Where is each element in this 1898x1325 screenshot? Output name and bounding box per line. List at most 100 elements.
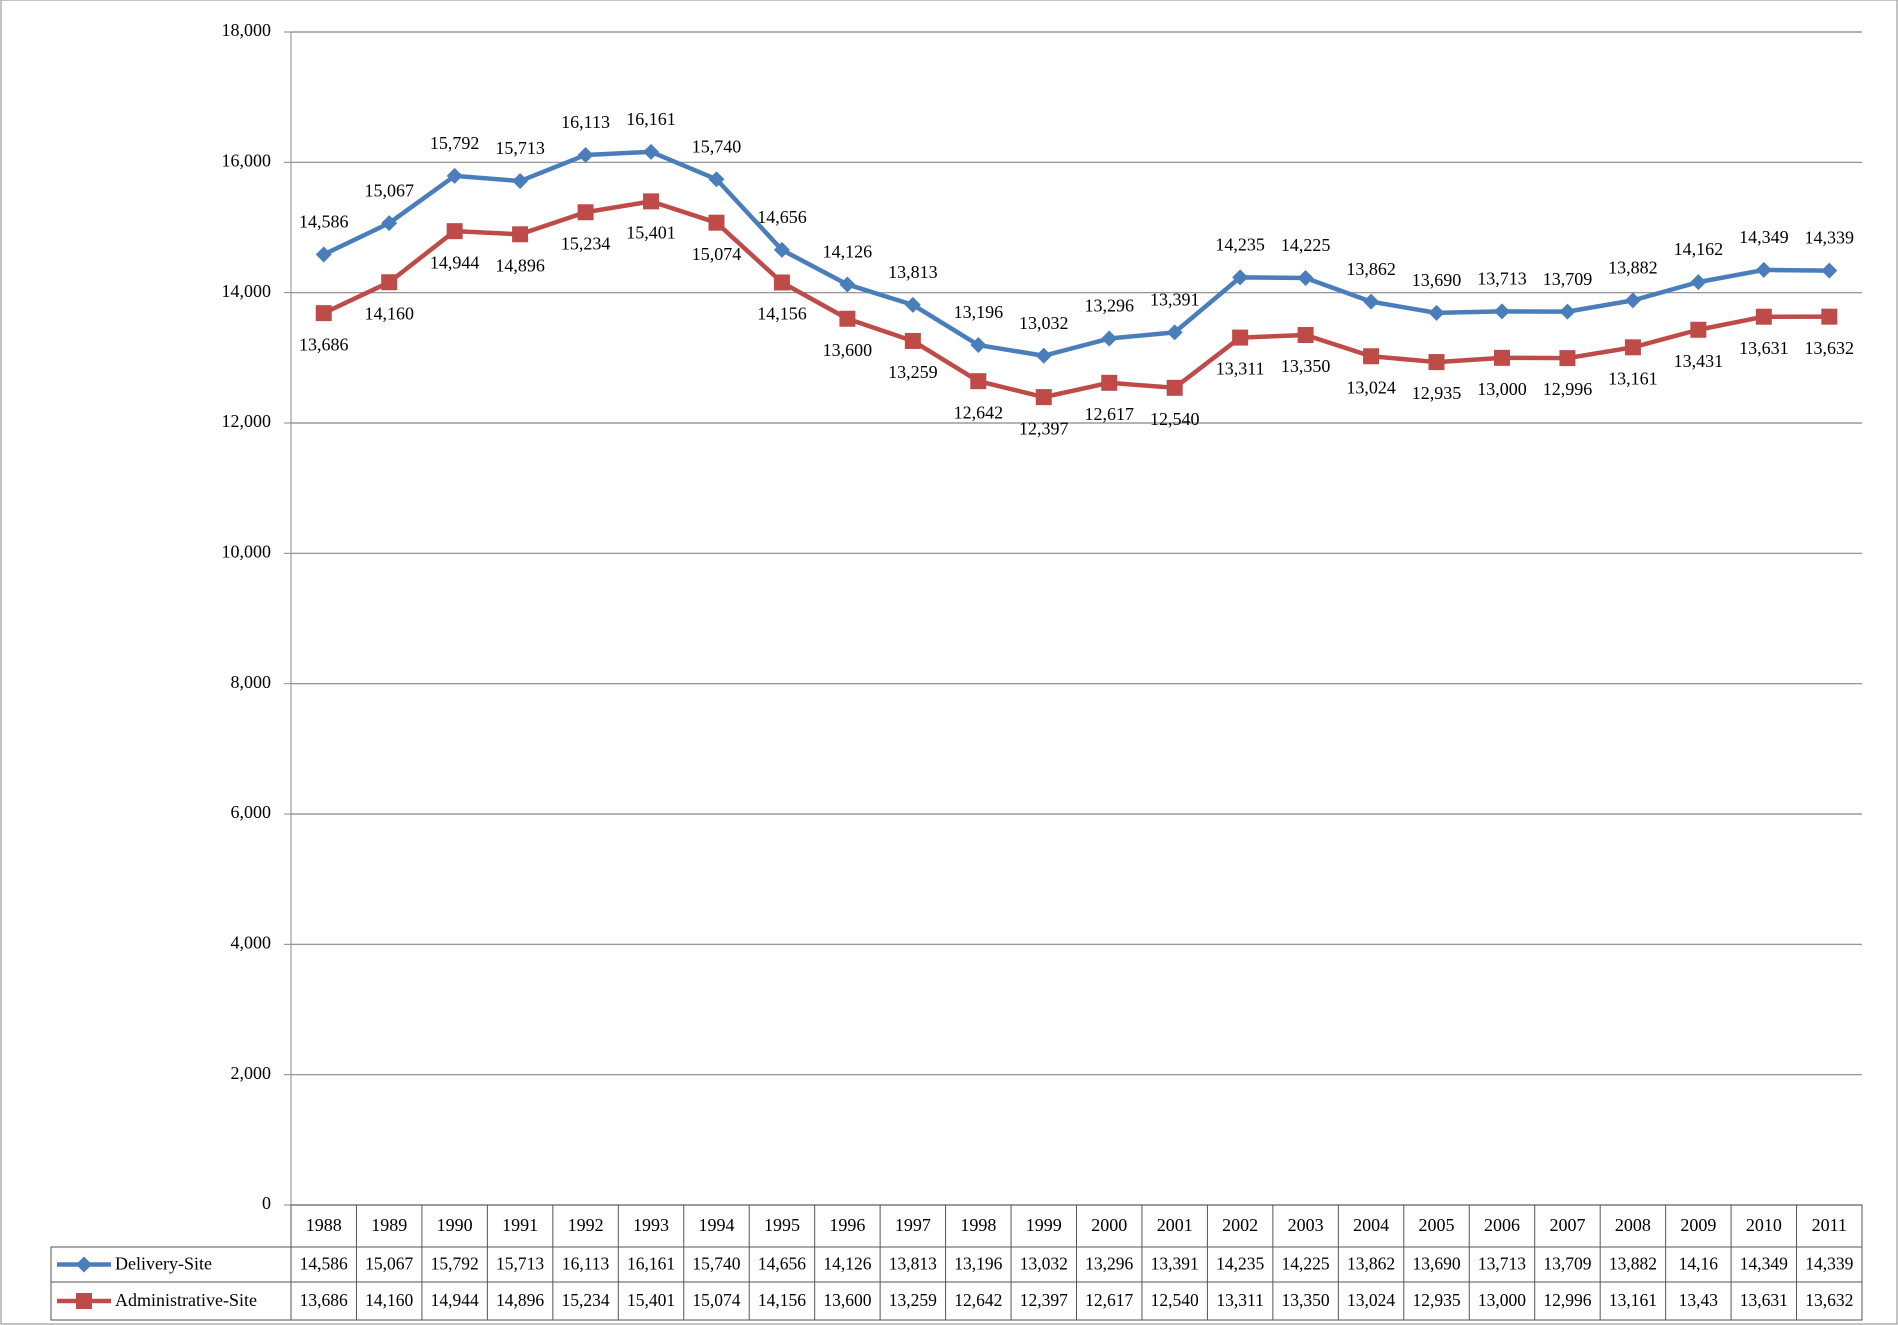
x-tick-label: 2007 (1549, 1215, 1585, 1235)
x-tick-label: 2003 (1288, 1215, 1324, 1235)
data-label: 12,617 (1084, 404, 1134, 424)
table-cell: 15,401 (627, 1290, 675, 1310)
table-cell: 14,944 (431, 1290, 479, 1310)
data-label: 12,397 (1019, 418, 1069, 438)
legend-label: Delivery-Site (115, 1254, 212, 1274)
point (970, 373, 987, 390)
point (1624, 339, 1641, 356)
point (1755, 261, 1772, 278)
table-cell: 12,935 (1412, 1290, 1460, 1310)
data-label: 14,349 (1739, 227, 1789, 247)
data-label: 12,996 (1543, 379, 1593, 399)
data-label: 14,586 (299, 212, 349, 232)
x-tick-label: 2000 (1091, 1215, 1127, 1235)
data-label: 15,401 (626, 222, 676, 242)
table-cell: 12,996 (1543, 1290, 1591, 1310)
point (1035, 389, 1052, 406)
point (381, 215, 398, 232)
point (315, 246, 332, 263)
x-tick-label: 1991 (502, 1215, 538, 1235)
table-cell: 13,000 (1478, 1290, 1526, 1310)
x-tick-label: 1989 (371, 1215, 407, 1235)
point (839, 276, 856, 293)
data-label: 13,350 (1281, 356, 1331, 376)
table-cell: 14,586 (300, 1254, 348, 1274)
table-cell: 13,296 (1085, 1254, 1133, 1274)
y-tick-label: 4,000 (231, 932, 272, 952)
point (773, 241, 790, 258)
legend-marker (76, 1256, 92, 1273)
table-cell: 13,686 (300, 1290, 348, 1310)
data-label: 13,391 (1150, 289, 1200, 309)
data-label: 12,540 (1150, 409, 1200, 429)
data-label: 13,024 (1346, 377, 1396, 397)
point (446, 223, 463, 240)
y-tick-label: 2,000 (231, 1063, 272, 1083)
data-label: 13,631 (1739, 338, 1789, 358)
data-label: 16,113 (561, 112, 610, 132)
point (1428, 304, 1445, 321)
data-label: 16,161 (626, 109, 676, 129)
point (643, 193, 660, 210)
table-cell: 13,600 (823, 1290, 871, 1310)
x-tick-label: 2006 (1484, 1215, 1520, 1235)
point (1101, 374, 1118, 391)
table-cell: 16,161 (627, 1254, 675, 1274)
point (512, 173, 529, 190)
table-cell: 13,259 (889, 1290, 937, 1310)
data-label: 14,162 (1674, 239, 1724, 259)
table-cell: 14,235 (1216, 1254, 1264, 1274)
data-label: 13,882 (1608, 257, 1658, 277)
x-tick-label: 1997 (895, 1215, 931, 1235)
point (1232, 329, 1249, 346)
data-label: 13,032 (1019, 313, 1069, 333)
data-label: 14,156 (757, 304, 807, 324)
table-cell: 14,896 (496, 1290, 544, 1310)
data-label: 13,632 (1805, 338, 1855, 358)
data-label: 14,339 (1805, 228, 1855, 248)
x-tick-label: 2010 (1746, 1215, 1782, 1235)
table-cell: 12,397 (1020, 1290, 1068, 1310)
table-cell: 13,862 (1347, 1254, 1395, 1274)
table-cell: 13,690 (1412, 1254, 1460, 1274)
point (1166, 379, 1183, 396)
point (1559, 350, 1576, 367)
point (446, 167, 463, 184)
x-tick-label: 2002 (1222, 1215, 1258, 1235)
x-tick-label: 1994 (698, 1215, 734, 1235)
x-tick-label: 1996 (829, 1215, 865, 1235)
point (512, 226, 529, 243)
point (643, 143, 660, 160)
point (1690, 274, 1707, 291)
point (577, 204, 594, 221)
data-label: 13,000 (1477, 379, 1527, 399)
table-cell: 13,43 (1679, 1290, 1719, 1310)
table-cell: 14,16 (1679, 1254, 1719, 1274)
data-label: 14,160 (364, 303, 414, 323)
y-tick-label: 8,000 (231, 672, 272, 692)
table-cell: 13,813 (889, 1254, 937, 1274)
point (839, 310, 856, 327)
data-label: 14,235 (1215, 234, 1265, 254)
table-cell: 15,074 (692, 1290, 740, 1310)
point (904, 332, 921, 349)
data-label: 14,896 (495, 255, 545, 275)
point (1821, 262, 1838, 279)
table-cell: 15,234 (562, 1290, 610, 1310)
data-label: 13,296 (1084, 296, 1134, 316)
table-cell: 12,540 (1151, 1290, 1199, 1310)
series-line (322, 199, 1830, 400)
table-cell: 14,126 (823, 1254, 871, 1274)
point (1297, 327, 1314, 344)
x-tick-label: 2011 (1812, 1215, 1847, 1235)
table-cell: 13,709 (1543, 1254, 1591, 1274)
table-cell: 14,656 (758, 1254, 806, 1274)
table-cell: 15,067 (365, 1254, 413, 1274)
data-label: 15,713 (495, 138, 545, 158)
data-label: 13,600 (823, 340, 873, 360)
table-cell: 13,391 (1151, 1254, 1199, 1274)
y-tick-label: 0 (262, 1193, 271, 1213)
point (708, 214, 725, 231)
data-label: 14,944 (430, 252, 480, 272)
